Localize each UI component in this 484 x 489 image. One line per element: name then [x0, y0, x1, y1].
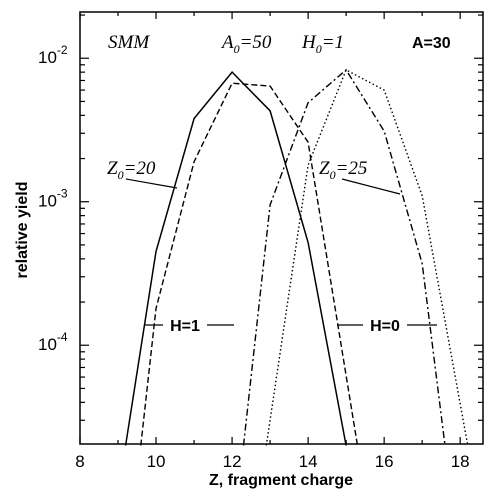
a0-label: A0=50	[220, 32, 272, 56]
z25-label: Z0=25	[319, 158, 367, 182]
series-line-4	[265, 68, 469, 446]
x-tick-label: 18	[451, 452, 470, 471]
y-tick-label: 10-4	[38, 330, 68, 354]
h1-label-bg	[163, 313, 207, 335]
z20-pointer	[125, 178, 178, 189]
series-line-3	[242, 68, 446, 446]
tick-layer	[79, 12, 483, 444]
x-tick-label: 16	[375, 452, 394, 471]
series-line-1	[124, 70, 347, 446]
z20-label: Z0=20	[107, 158, 156, 182]
x-tick-label: 12	[223, 452, 242, 471]
y-tick-label: 10-2	[38, 43, 68, 67]
plot-frame	[79, 11, 484, 445]
series-line-2	[140, 82, 359, 446]
series-layer	[124, 68, 469, 446]
h0-label: H=0	[370, 318, 400, 335]
x-axis-label: Z, fragment charge	[209, 472, 353, 489]
h0-label-bg	[363, 313, 407, 335]
model-label: SMM	[108, 32, 150, 53]
y-tick-label: 10-3	[38, 187, 68, 211]
label-layer: 8 10 12 14 16 18 10-2 10-3 10-4	[38, 43, 470, 471]
x-tick-label: 8	[75, 452, 84, 471]
y-axis-label: relative yield	[14, 182, 31, 279]
mass-label: A=30	[412, 35, 451, 52]
x-tick-label: 10	[147, 452, 166, 471]
z25-pointer	[341, 178, 401, 195]
x-tick-label: 14	[299, 452, 318, 471]
h1-label: H=1	[170, 318, 200, 335]
h0-label: H0=1	[301, 32, 344, 56]
